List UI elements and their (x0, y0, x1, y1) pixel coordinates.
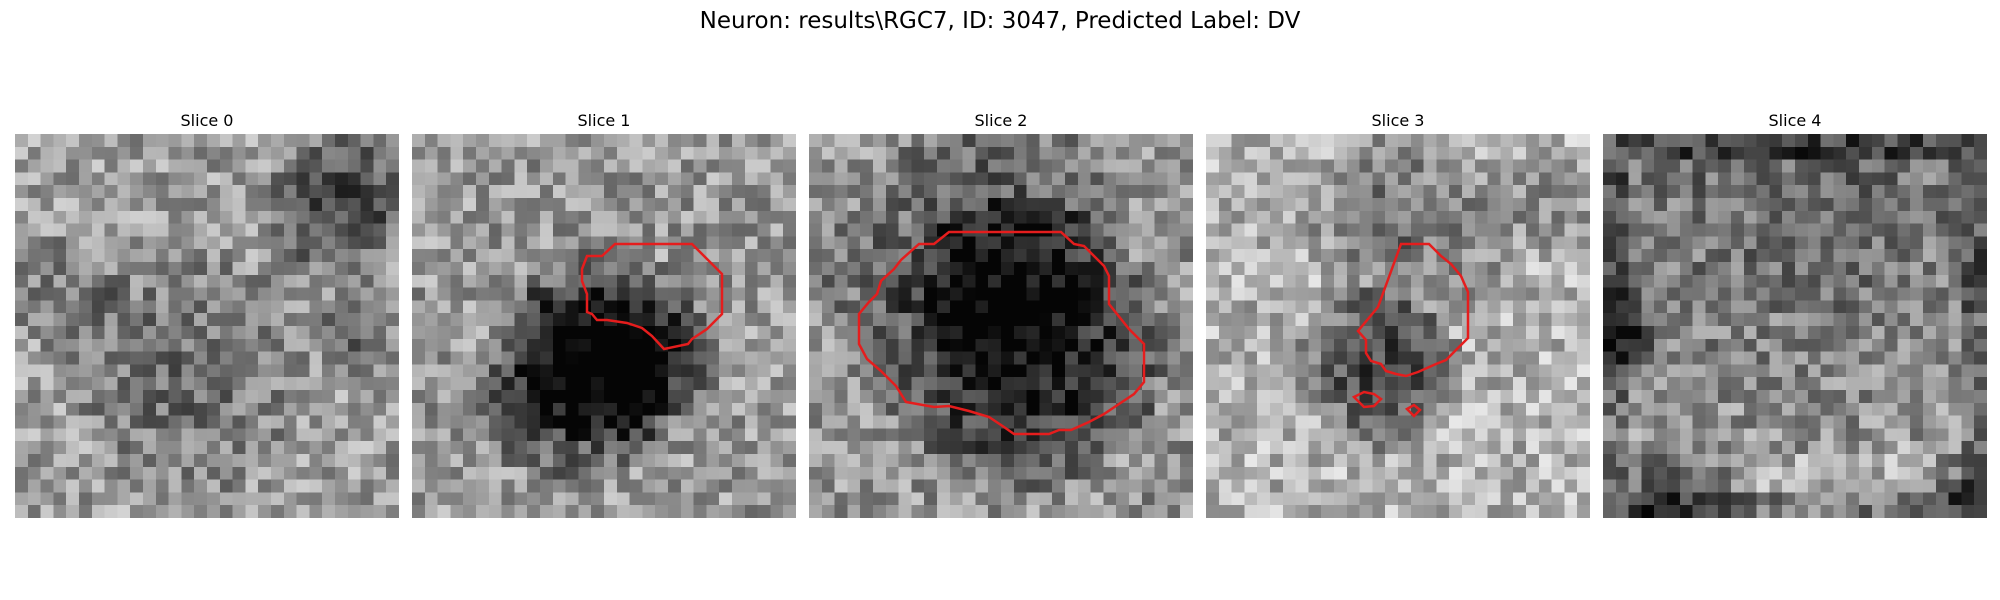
slice-panel-1: Slice 1 (412, 110, 796, 518)
slice-3-grayscale-image (1206, 134, 1590, 518)
slice-panel-4: Slice 4 (1603, 110, 1987, 518)
slice-panel-2: Slice 2 (809, 110, 1193, 518)
slice-2-grayscale-image (809, 134, 1193, 518)
slice-0-grayscale-image (15, 134, 399, 518)
slice-title-0: Slice 0 (180, 111, 234, 130)
slice-image-4 (1603, 134, 1987, 518)
slice-image-2 (809, 134, 1193, 518)
slice-image-1 (412, 134, 796, 518)
slice-image-0 (15, 134, 399, 518)
slice-2-contour-overlay (857, 230, 1146, 436)
slice-2-roi-contour (857, 230, 1146, 436)
slice-title-2: Slice 2 (974, 111, 1028, 130)
slice-panel-0: Slice 0 (15, 110, 399, 518)
slice-image-3 (1206, 134, 1590, 518)
slice-1-contour-overlay (580, 242, 724, 351)
slice-title-4: Slice 4 (1768, 111, 1822, 130)
slice-title-1: Slice 1 (577, 111, 631, 130)
slice-1-roi-contour (580, 242, 724, 351)
figure-title: Neuron: results\RGC7, ID: 3047, Predicte… (699, 8, 1301, 34)
slice-3-contour-overlay (1351, 242, 1470, 418)
slice-3-small-contour-1 (1351, 390, 1383, 409)
slice-3-small-contour-2 (1404, 403, 1422, 418)
slice-panel-3: Slice 3 (1206, 110, 1590, 518)
slice-title-3: Slice 3 (1371, 111, 1425, 130)
slice-4-grayscale-image (1603, 134, 1987, 518)
slice-3-roi-contour (1356, 242, 1470, 378)
slice-1-grayscale-image (412, 134, 796, 518)
